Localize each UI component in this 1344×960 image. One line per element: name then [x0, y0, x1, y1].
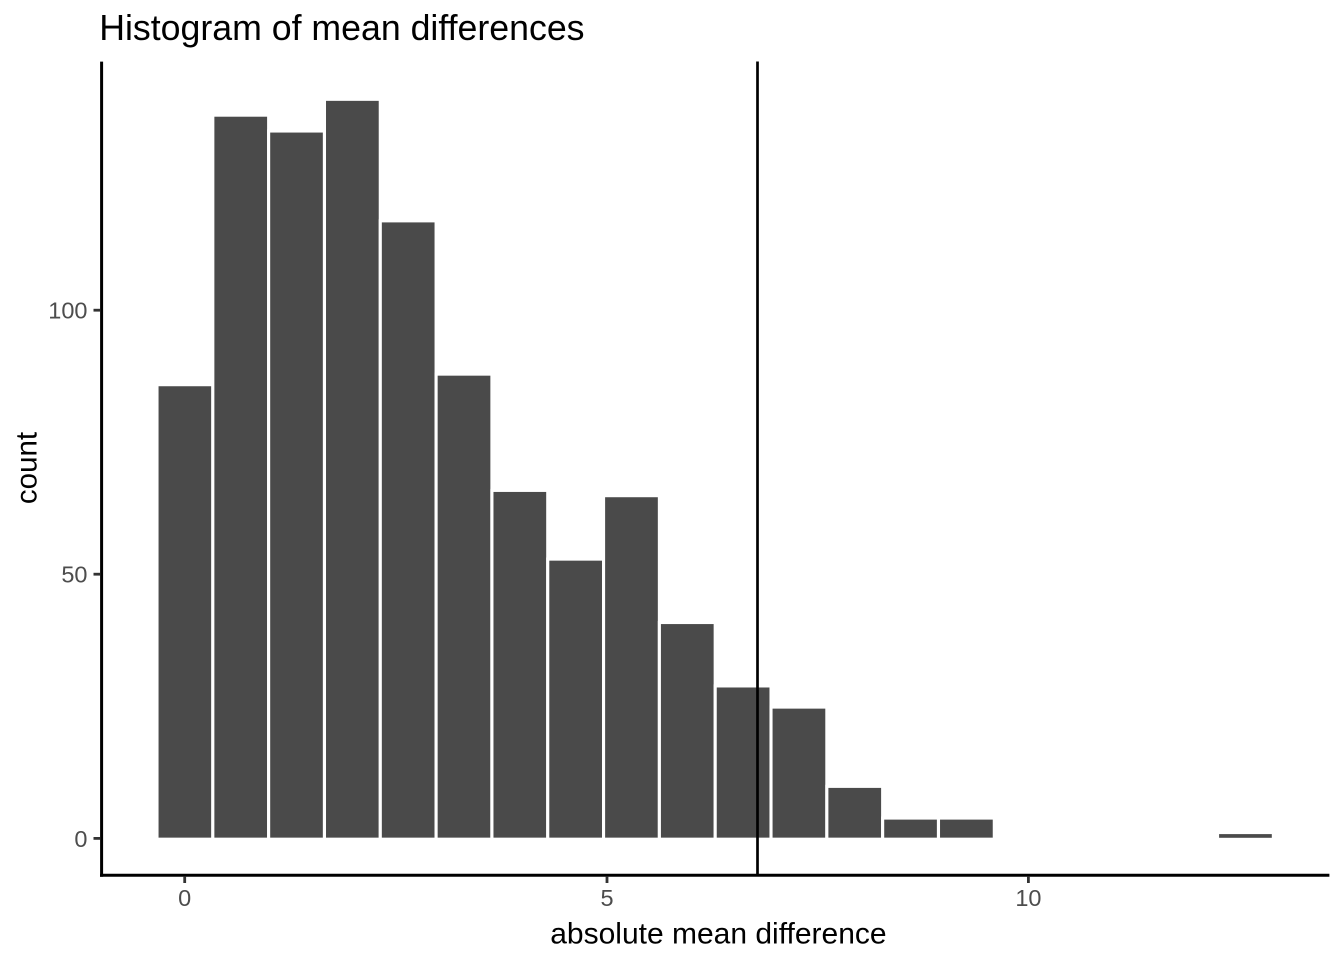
svg-text:0: 0 [178, 885, 191, 911]
svg-text:Histogram of mean differences: Histogram of mean differences [99, 8, 584, 48]
svg-text:100: 100 [48, 298, 87, 324]
svg-text:5: 5 [600, 885, 613, 911]
svg-text:absolute mean difference: absolute mean difference [550, 918, 886, 951]
svg-text:count: count [11, 432, 44, 504]
svg-text:10: 10 [1015, 885, 1041, 911]
svg-text:0: 0 [74, 826, 87, 852]
svg-text:50: 50 [61, 562, 87, 588]
